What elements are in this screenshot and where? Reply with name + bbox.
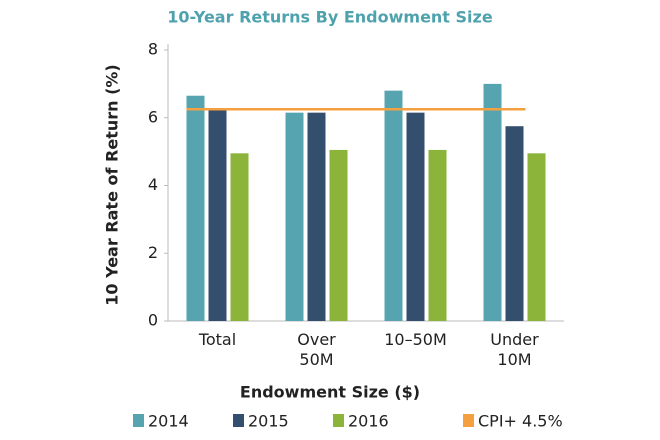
legend-label: 2014 xyxy=(148,412,189,431)
legend-label: CPI+ 4.5% xyxy=(478,412,563,431)
bar xyxy=(186,95,205,321)
x-tick-label: Under 10M xyxy=(490,330,539,369)
x-axis-title: Endowment Size ($) xyxy=(240,383,420,402)
legend-swatch xyxy=(463,414,474,427)
bar xyxy=(285,112,304,321)
bar xyxy=(483,83,502,321)
bar xyxy=(329,149,348,321)
x-tick-label: Total xyxy=(198,330,237,349)
bar xyxy=(384,90,403,322)
legend-swatch xyxy=(133,414,144,427)
bar xyxy=(307,112,326,321)
y-tick-label: 8 xyxy=(148,40,158,59)
bar xyxy=(208,109,227,321)
bar xyxy=(527,153,546,321)
bar xyxy=(230,153,249,321)
legend-label: 2015 xyxy=(248,412,289,431)
x-tick-label: Over 50M xyxy=(297,330,336,369)
y-axis-title: 10 Year Rate of Return (%) xyxy=(103,64,122,306)
bar xyxy=(406,112,425,321)
y-tick-label: 0 xyxy=(148,311,158,330)
legend-swatch xyxy=(233,414,244,427)
chart-title: 10-Year Returns By Endowment Size xyxy=(167,8,493,27)
y-tick-label: 2 xyxy=(148,243,158,262)
y-tick-label: 6 xyxy=(148,107,158,126)
x-tick-label: 10–50M xyxy=(384,330,447,349)
bar xyxy=(505,126,524,321)
legend-swatch xyxy=(333,414,344,427)
y-tick-label: 4 xyxy=(148,175,158,194)
legend-label: 2016 xyxy=(348,412,389,431)
bar xyxy=(428,149,447,321)
